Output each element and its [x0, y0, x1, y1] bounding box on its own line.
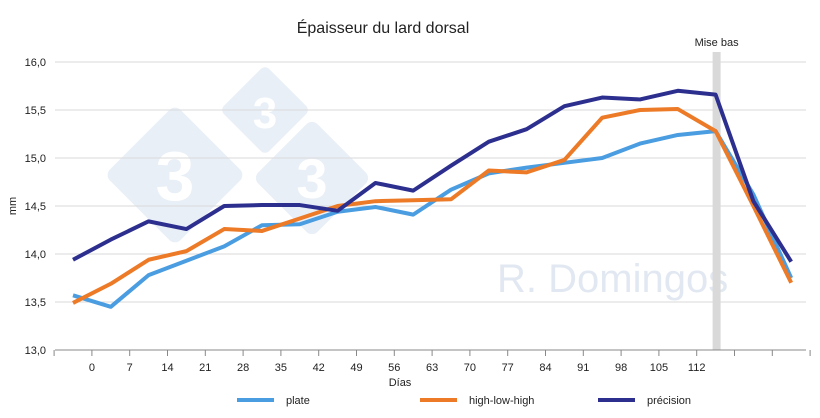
x-tick-label: 49	[350, 362, 362, 374]
x-tick-label: 14	[161, 362, 173, 374]
x-tick-label: 35	[275, 362, 287, 374]
legend: plate high-low-high précision	[237, 395, 691, 407]
x-tick-label: 77	[502, 362, 514, 374]
x-tick-label: 91	[577, 362, 589, 374]
y-tick-label: 15,5	[25, 105, 46, 117]
series-line-2	[72, 88, 793, 263]
x-tick-label: 112	[688, 362, 706, 374]
x-axis-label: Días	[389, 377, 412, 389]
chart-title: Épaisseur du lard dorsal	[297, 18, 470, 37]
x-tick-label: 70	[464, 362, 476, 374]
mise-bas-label: Mise bas	[695, 37, 740, 49]
series-line-0	[72, 129, 794, 309]
x-tick-label: 42	[313, 362, 325, 374]
series-line-1	[72, 107, 793, 305]
x-tick-label: 7	[127, 362, 133, 374]
y-tick-label: 13,5	[25, 297, 46, 309]
x-tick-label: 21	[199, 362, 211, 374]
svg-text:3: 3	[296, 147, 327, 210]
y-tick-label: 13,0	[25, 345, 46, 357]
legend-label: plate	[286, 395, 310, 407]
y-tick-label: 16,0	[25, 57, 46, 69]
x-tick-label: 28	[237, 362, 249, 374]
watermark-text: R. Domingos	[497, 257, 728, 301]
legend-label: high-low-high	[469, 395, 534, 407]
y-tick-label: 15,0	[25, 153, 46, 165]
y-tick-label: 14,5	[25, 201, 46, 213]
x-tick-label: 56	[388, 362, 400, 374]
x-tick-label: 63	[426, 362, 438, 374]
y-axis-label: mm	[7, 197, 19, 215]
y-tick-label: 14,0	[25, 249, 46, 261]
x-tick-label: 84	[539, 362, 551, 374]
x-tick-label: 105	[650, 362, 668, 374]
svg-text:3: 3	[156, 137, 195, 215]
legend-label: précision	[647, 395, 691, 407]
x-tick-label: 0	[89, 362, 95, 374]
x-tick-label: 98	[615, 362, 627, 374]
mise-bas-band	[712, 52, 721, 350]
svg-text:3: 3	[253, 89, 277, 138]
